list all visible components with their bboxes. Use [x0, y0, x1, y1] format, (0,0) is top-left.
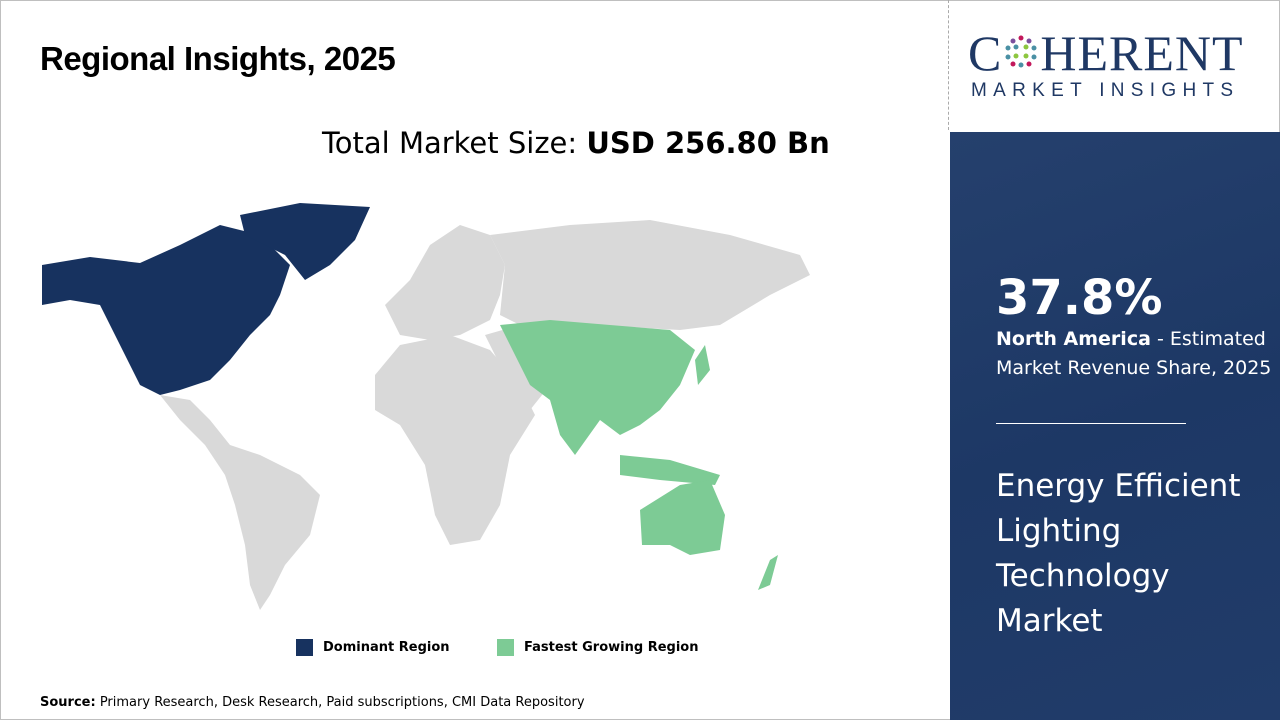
map-southeast-asia-islands: [620, 455, 720, 485]
legend-fastest: Fastest Growing Region: [497, 639, 698, 656]
logo-letter: C: [968, 25, 1003, 81]
map-africa: [375, 335, 535, 545]
map-latin-america: [160, 395, 320, 610]
total-label: Total Market Size:: [322, 126, 578, 160]
globe-dots-icon: [1005, 35, 1037, 68]
source-note: Source: Primary Research, Desk Research,…: [40, 695, 585, 710]
source-text: Primary Research, Desk Research, Paid su…: [95, 695, 585, 710]
map-russia: [490, 220, 810, 330]
map-australia: [640, 480, 725, 555]
total-market-size: Total Market Size: USD 256.80 Bn: [322, 126, 830, 160]
world-map: [42, 203, 810, 610]
source-label: Source:: [40, 695, 96, 710]
share-desc-text: - Estimated Market Revenue Share, 2025: [996, 328, 1272, 379]
map-europe: [385, 225, 505, 340]
logo-wordmark: HERENT: [1040, 25, 1244, 81]
map-greenland: [240, 203, 370, 280]
map-north-america: [42, 225, 290, 395]
share-value: 37.8%: [996, 270, 1163, 326]
total-value: USD 256.80 Bn: [586, 126, 830, 160]
map-japan: [695, 345, 710, 385]
logo: C HERENT MARKET INSIGHTS: [968, 28, 1268, 102]
insight-panel: 37.8% North America - Estimated Market R…: [950, 132, 1280, 720]
region-name: North America: [996, 328, 1151, 350]
legend-label: Fastest Growing Region: [524, 640, 699, 655]
logo-tagline: MARKET INSIGHTS: [971, 80, 1240, 101]
legend-swatch-dominant: [296, 639, 313, 656]
share-description: North America - Estimated Market Revenue…: [996, 325, 1276, 383]
legend-label: Dominant Region: [323, 640, 450, 655]
legend-dominant: Dominant Region: [296, 639, 450, 656]
divider: [948, 0, 949, 130]
page-title: Regional Insights, 2025: [40, 40, 396, 77]
map-new-zealand: [758, 555, 778, 590]
panel-divider: [996, 423, 1186, 424]
market-name: Energy Efficient Lighting Technology Mar…: [996, 468, 1241, 639]
map-asia-pacific: [500, 320, 695, 455]
legend-swatch-fastest: [497, 639, 514, 656]
